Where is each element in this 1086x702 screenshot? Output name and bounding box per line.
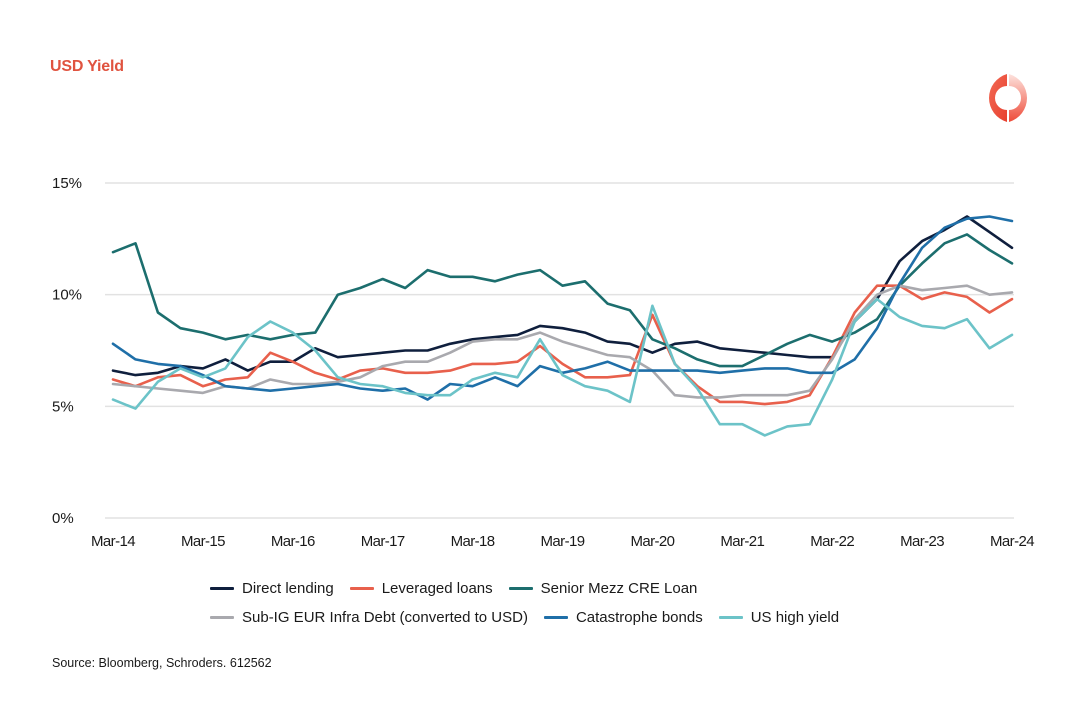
x-tick-label: Mar-18 — [451, 533, 495, 550]
series-line-sub-ig-eur-infra-debt-converted-to-usd — [111, 284, 1014, 399]
legend-swatch — [718, 616, 743, 619]
legend-item-catastrophe-bonds[interactable]: Catastrophe bonds — [543, 609, 703, 626]
series-line-senior-mezz-cre-loan — [111, 233, 1014, 368]
y-tick-label: 15% — [52, 175, 82, 192]
line-chart: 0%5%10%15% Mar-14 Mar-15 Mar-16 Mar-17 Mar-1… — [52, 175, 1035, 550]
y-axis: 0% 5% 10% 15% — [52, 175, 82, 527]
series-lines — [111, 215, 1014, 437]
legend-item-us-high-yield[interactable]: US high yield — [718, 609, 840, 626]
y-tick-label: 10% — [52, 287, 82, 304]
x-tick-label: Mar-16 — [271, 533, 315, 550]
legend-swatch — [543, 616, 568, 619]
series-line-us-high-yield — [111, 297, 1014, 437]
schroders-ring-logo-icon — [989, 74, 1027, 122]
y-tick-label: 0% — [52, 510, 74, 527]
legend-item-sub-ig-eur-infra-debt[interactable]: Sub-IG EUR Infra Debt (converted to USD) — [210, 609, 528, 626]
chart-legend: Direct lending Leveraged loans Senior Me… — [210, 574, 970, 632]
series-line-leveraged-loans — [111, 284, 1014, 406]
source-note: Source: Bloomberg, Schroders. 612562 — [52, 656, 272, 670]
x-axis: Mar-14 Mar-15 Mar-16 Mar-17 Mar-18 Mar-19 Mar-… — [91, 533, 1035, 550]
x-tick-label: Mar-23 — [900, 533, 944, 550]
x-tick-label: Mar-24 — [990, 533, 1034, 550]
legend-item-leveraged-loans[interactable]: Leveraged loans — [349, 580, 493, 597]
legend-item-direct-lending[interactable]: Direct lending — [210, 580, 334, 597]
gridlines — [105, 182, 1014, 519]
legend-label: Senior Mezz CRE Loan — [540, 580, 698, 597]
x-tick-label: Mar-17 — [361, 533, 405, 550]
x-tick-label: Mar-22 — [810, 533, 854, 550]
legend-label: Sub-IG EUR Infra Debt (converted to USD) — [242, 609, 528, 626]
legend-item-senior-mezz-cre-loan[interactable]: Senior Mezz CRE Loan — [508, 580, 698, 597]
legend-label: Leveraged loans — [381, 580, 493, 597]
series-line-catastrophe-bonds — [111, 215, 1014, 401]
legend-swatch — [508, 587, 533, 590]
x-tick-label: Mar-21 — [720, 533, 764, 550]
x-tick-label: Mar-20 — [630, 533, 674, 550]
legend-label: Catastrophe bonds — [575, 609, 703, 626]
legend-label: Direct lending — [242, 580, 334, 597]
legend-swatch — [210, 587, 234, 590]
legend-label: US high yield — [750, 609, 840, 626]
chart-title: USD Yield — [50, 58, 124, 75]
legend-swatch — [210, 616, 234, 619]
y-tick-label: 5% — [52, 398, 74, 415]
x-tick-label: Mar-15 — [181, 533, 225, 550]
x-tick-label: Mar-19 — [541, 533, 585, 550]
legend-swatch — [349, 587, 374, 590]
x-tick-label: Mar-14 — [91, 533, 135, 550]
